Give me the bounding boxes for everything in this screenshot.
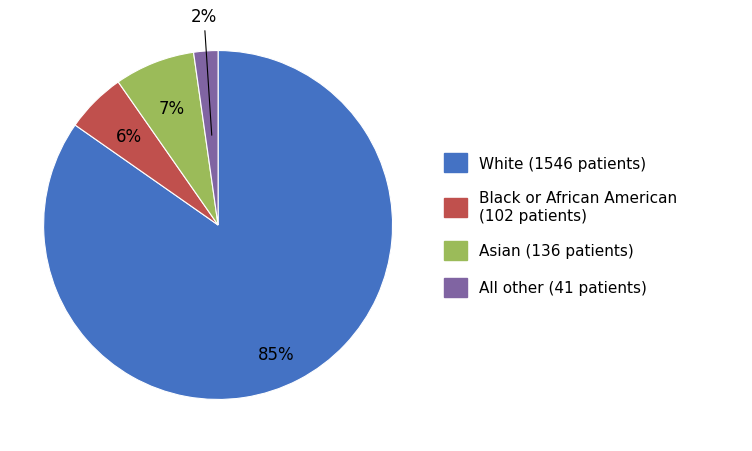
Wedge shape xyxy=(193,51,218,226)
Legend: White (1546 patients), Black or African American
(102 patients), Asian (136 pati: White (1546 patients), Black or African … xyxy=(444,154,677,297)
Wedge shape xyxy=(75,83,218,226)
Wedge shape xyxy=(44,51,393,400)
Text: 6%: 6% xyxy=(117,128,142,146)
Text: 85%: 85% xyxy=(258,345,295,363)
Wedge shape xyxy=(118,53,218,226)
Text: 7%: 7% xyxy=(159,100,185,118)
Text: 2%: 2% xyxy=(191,8,217,136)
